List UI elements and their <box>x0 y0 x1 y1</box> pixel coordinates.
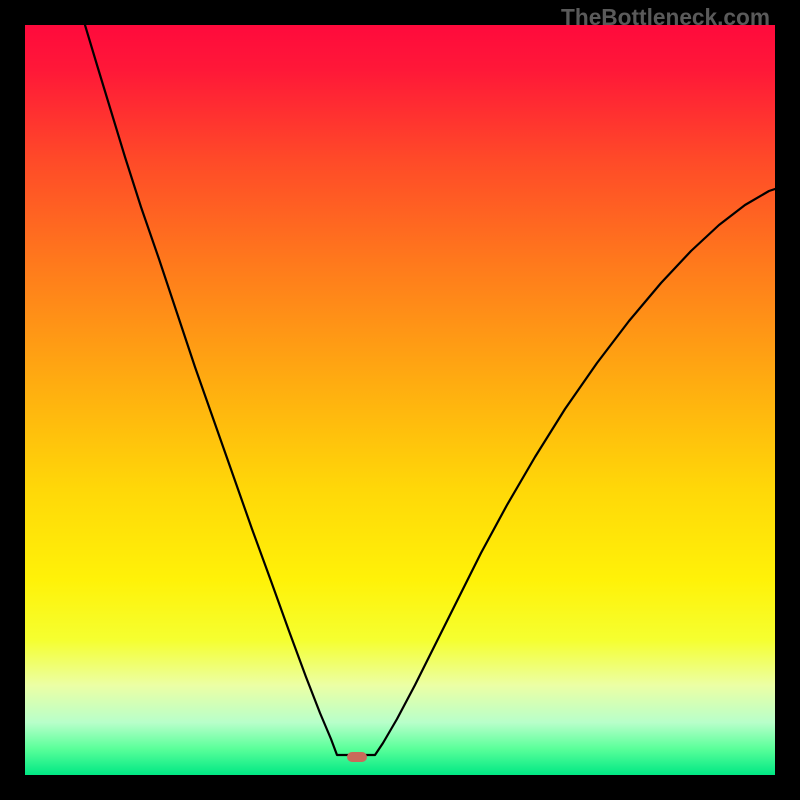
minimum-marker <box>347 752 367 762</box>
chart-frame: TheBottleneck.com <box>0 0 800 800</box>
watermark-text: TheBottleneck.com <box>561 4 770 31</box>
plot-area <box>25 25 775 775</box>
curve-path <box>85 25 775 755</box>
bottleneck-curve <box>25 25 775 775</box>
